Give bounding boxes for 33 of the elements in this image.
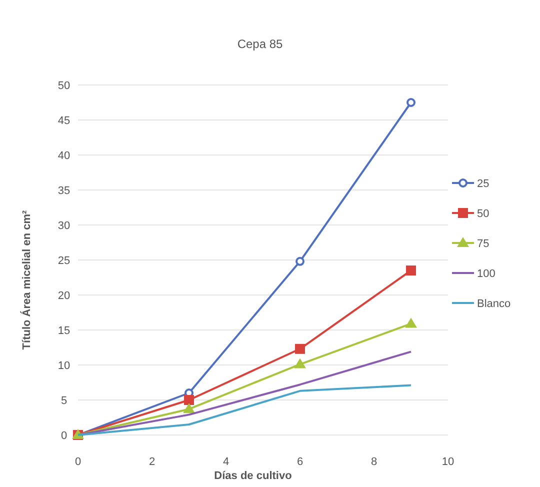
x-tick-label: 0 <box>74 456 82 468</box>
x-tick-label: 6 <box>296 456 304 468</box>
point <box>184 395 194 405</box>
y-tick-label: 5 <box>60 395 68 407</box>
x-tick-label: 2 <box>148 456 156 468</box>
point <box>295 344 305 354</box>
y-tick-label: 45 <box>58 115 70 127</box>
x-tick-label: 4 <box>222 456 230 468</box>
legend-label: 50 <box>477 208 490 220</box>
y-tick-label: 25 <box>58 255 70 267</box>
x-tick-label: 8 <box>370 456 378 468</box>
x-tick-label: 10 <box>442 456 454 468</box>
legend-label: Blanco <box>477 298 511 310</box>
y-tick-label: 30 <box>58 220 70 232</box>
legend-label: 75 <box>477 238 490 250</box>
y-axis-title: Título Área micelial en cm² <box>20 210 33 350</box>
point <box>406 98 416 107</box>
y-tick-label: 0 <box>60 430 68 442</box>
y-tick-label: 40 <box>58 150 70 162</box>
y-tick-label: 50 <box>58 80 70 92</box>
x-axis-title: Días de cultivo <box>214 470 292 482</box>
y-tick-label: 20 <box>58 290 70 302</box>
point <box>183 403 195 414</box>
point <box>406 266 416 276</box>
legend-label: 25 <box>477 178 490 190</box>
point <box>405 318 417 328</box>
y-tick-label: 15 <box>58 325 70 337</box>
point <box>294 358 306 368</box>
legend-label: 100 <box>477 268 496 280</box>
point <box>296 256 304 266</box>
y-tick-label: 35 <box>58 185 70 197</box>
y-tick-label: 10 <box>58 360 70 372</box>
chart-title: Cepa 85 <box>237 37 284 51</box>
